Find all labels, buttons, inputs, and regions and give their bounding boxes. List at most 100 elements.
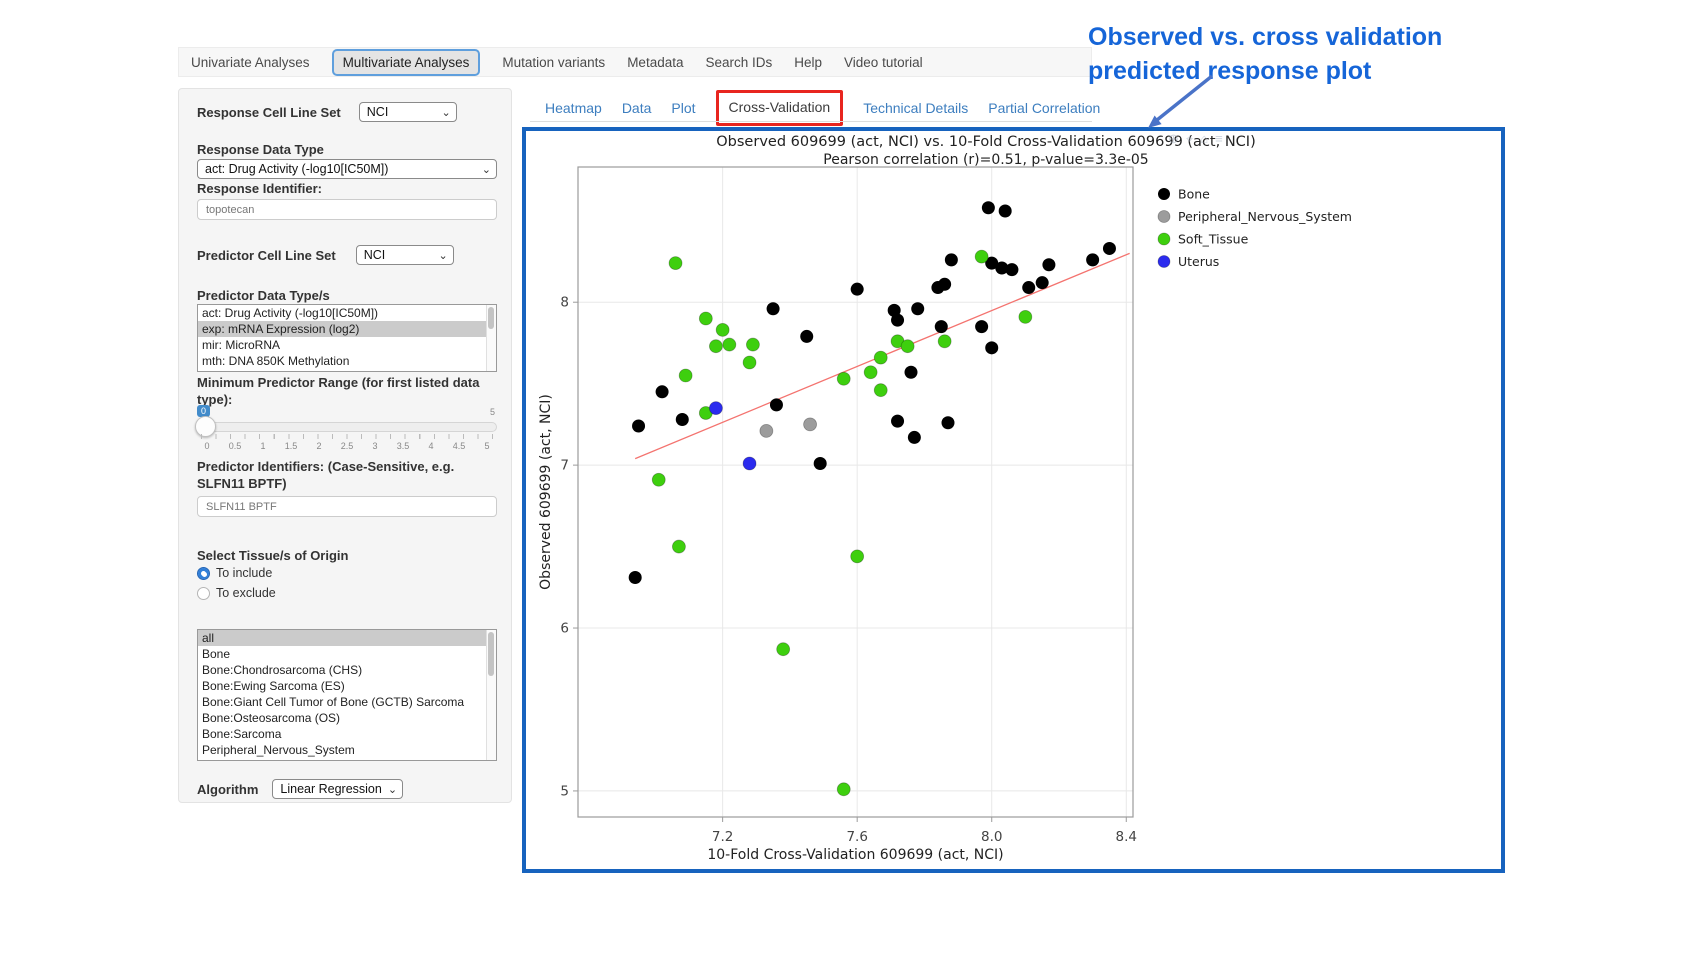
listbox-option[interactable]: all bbox=[198, 630, 496, 646]
data-point-soft_tissue[interactable] bbox=[698, 311, 713, 326]
slider-tick-label: 2 bbox=[316, 441, 322, 451]
radio-to-include[interactable]: To include bbox=[197, 566, 497, 580]
data-point-soft_tissue[interactable] bbox=[863, 365, 878, 380]
data-point-bone[interactable] bbox=[985, 341, 999, 355]
slider-track[interactable] bbox=[197, 422, 497, 432]
tab-data[interactable]: Data bbox=[621, 100, 652, 116]
data-point-soft_tissue[interactable] bbox=[742, 355, 757, 370]
nav-item-video-tutorial[interactable]: Video tutorial bbox=[844, 54, 923, 70]
data-point-soft_tissue[interactable] bbox=[937, 334, 952, 349]
scrollbar[interactable] bbox=[486, 305, 496, 371]
data-point-bone[interactable] bbox=[944, 253, 958, 267]
nav-item-help[interactable]: Help bbox=[794, 54, 823, 70]
listbox-option[interactable]: act: Drug Activity (-log10[IC50M]) bbox=[202, 306, 379, 320]
nav-item-metadata[interactable]: Metadata bbox=[627, 54, 684, 70]
listbox-option[interactable]: Bone bbox=[202, 647, 231, 661]
data-point-peripheral_nervous_system[interactable] bbox=[803, 417, 817, 432]
data-point-bone[interactable] bbox=[813, 456, 827, 470]
data-point-bone[interactable] bbox=[1005, 263, 1019, 277]
listbox-option[interactable]: Bone:Sarcoma bbox=[202, 727, 282, 741]
data-point-soft_tissue[interactable] bbox=[974, 249, 989, 264]
data-point-bone[interactable] bbox=[769, 398, 783, 412]
data-point-soft_tissue[interactable] bbox=[715, 323, 730, 337]
tab-technical-details[interactable]: Technical Details bbox=[863, 100, 969, 116]
response-cell-line-set-select[interactable]: NCI ⌄ bbox=[358, 102, 457, 122]
data-point-bone[interactable] bbox=[938, 277, 952, 291]
data-point-bone[interactable] bbox=[1086, 253, 1100, 267]
data-point-bone[interactable] bbox=[975, 320, 989, 334]
response-data-type-select[interactable]: act: Drug Activity (-log10[IC50M]) ⌄ bbox=[197, 159, 497, 179]
listbox-option[interactable]: Bone:Ewing Sarcoma (ES) bbox=[202, 679, 345, 693]
pan-icon[interactable]: ⌖ bbox=[1185, 131, 1201, 146]
response-identifier-input[interactable] bbox=[197, 199, 497, 220]
data-point-bone[interactable] bbox=[911, 302, 925, 316]
listbox-option[interactable]: Bone:Osteosarcoma (OS) bbox=[202, 711, 341, 725]
predictor-cell-line-set-select[interactable]: NCI ⌄ bbox=[355, 245, 454, 265]
radio-to-exclude[interactable]: To exclude bbox=[197, 586, 497, 600]
data-point-bone[interactable] bbox=[941, 416, 955, 430]
data-point-bone[interactable] bbox=[766, 302, 780, 316]
data-point-bone[interactable] bbox=[655, 385, 669, 399]
tab-partial-correlation[interactable]: Partial Correlation bbox=[988, 100, 1101, 116]
data-point-bone[interactable] bbox=[1102, 241, 1116, 255]
data-point-peripheral_nervous_system[interactable] bbox=[759, 424, 774, 438]
data-point-bone[interactable] bbox=[891, 414, 905, 428]
data-point-bone[interactable] bbox=[1042, 258, 1056, 272]
data-point-bone[interactable] bbox=[800, 329, 814, 343]
data-point-soft_tissue[interactable] bbox=[746, 337, 760, 352]
data-point-soft_tissue[interactable] bbox=[651, 472, 666, 487]
data-point-uterus[interactable] bbox=[742, 456, 757, 471]
predictor-identifiers-input[interactable] bbox=[197, 496, 497, 517]
data-point-bone[interactable] bbox=[985, 256, 999, 270]
data-point-soft_tissue[interactable] bbox=[873, 383, 888, 398]
data-point-bone[interactable] bbox=[934, 320, 948, 334]
data-point-bone[interactable] bbox=[981, 201, 995, 215]
data-point-bone[interactable] bbox=[998, 204, 1012, 218]
home-icon[interactable]: ⌂ bbox=[1200, 131, 1216, 146]
data-point-soft_tissue[interactable] bbox=[709, 339, 723, 354]
data-point-soft_tissue[interactable] bbox=[668, 256, 683, 271]
data-point-soft_tissue[interactable] bbox=[672, 539, 686, 554]
data-point-bone[interactable] bbox=[995, 261, 1009, 275]
response-identifier-label: Response Identifier: bbox=[197, 181, 322, 196]
data-point-soft_tissue[interactable] bbox=[900, 339, 915, 354]
nav-item-multivariate-analyses[interactable]: Multivariate Analyses bbox=[331, 48, 481, 76]
nav-item-mutation-variants[interactable]: Mutation variants bbox=[502, 54, 606, 70]
data-point-bone[interactable] bbox=[907, 430, 921, 444]
data-point-bone[interactable] bbox=[628, 571, 642, 585]
data-point-soft_tissue[interactable] bbox=[836, 371, 851, 386]
data-point-bone[interactable] bbox=[1035, 276, 1049, 290]
predictor-data-types-listbox[interactable]: act: Drug Activity (-log10[IC50M]) exp: m… bbox=[197, 304, 497, 372]
data-point-soft_tissue[interactable] bbox=[776, 642, 791, 657]
data-point-soft_tissue[interactable] bbox=[722, 337, 737, 352]
data-point-soft_tissue[interactable] bbox=[836, 782, 851, 797]
data-point-bone[interactable] bbox=[675, 413, 689, 427]
data-point-soft_tissue[interactable] bbox=[873, 350, 888, 365]
data-point-bone[interactable] bbox=[1022, 281, 1036, 295]
listbox-option[interactable]: mir: MicroRNA bbox=[202, 338, 280, 352]
tab-heatmap[interactable]: Heatmap bbox=[545, 100, 602, 116]
data-point-bone[interactable] bbox=[632, 419, 646, 433]
nav-item-univariate-analyses[interactable]: Univariate Analyses bbox=[191, 54, 310, 70]
algorithm-select[interactable]: Linear Regression ⌄ bbox=[272, 779, 404, 799]
tissue-listbox[interactable]: all Bone Bone:Chondrosarcoma (CHS) Bone:Ewi… bbox=[197, 629, 497, 761]
data-point-bone[interactable] bbox=[904, 365, 918, 379]
tab-cross-validation[interactable]: Cross-Validation bbox=[728, 99, 831, 115]
data-point-bone[interactable] bbox=[891, 313, 905, 327]
menu-icon[interactable]: ≡ bbox=[1215, 131, 1230, 146]
data-point-soft_tissue[interactable] bbox=[678, 368, 693, 383]
listbox-option[interactable]: exp: mRNA Expression (log2) bbox=[198, 321, 496, 337]
listbox-option[interactable]: Bone:Giant Cell Tumor of Bone (GCTB) Sar… bbox=[202, 695, 465, 709]
data-point-bone[interactable] bbox=[850, 282, 864, 296]
zoom-icon[interactable]: ⊕ bbox=[1168, 131, 1186, 146]
data-point-bone[interactable] bbox=[887, 303, 901, 317]
data-point-soft_tissue[interactable] bbox=[1018, 309, 1033, 324]
scrollbar[interactable] bbox=[486, 630, 496, 760]
data-point-soft_tissue[interactable] bbox=[850, 549, 865, 564]
nav-item-search-ids[interactable]: Search IDs bbox=[705, 54, 773, 70]
tab-plot[interactable]: Plot bbox=[671, 100, 696, 116]
listbox-option[interactable]: Peripheral_Nervous_System bbox=[202, 743, 355, 757]
data-point-uterus[interactable] bbox=[709, 401, 723, 416]
listbox-option[interactable]: mth: DNA 850K Methylation bbox=[202, 354, 350, 368]
listbox-option[interactable]: Bone:Chondrosarcoma (CHS) bbox=[202, 663, 363, 677]
